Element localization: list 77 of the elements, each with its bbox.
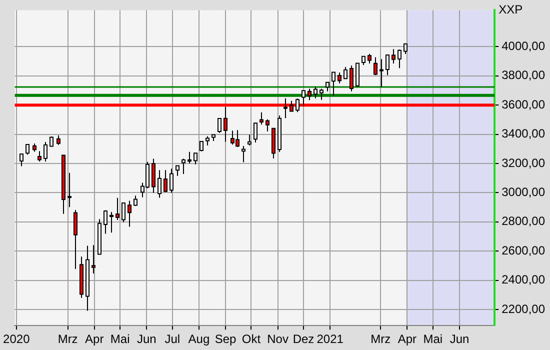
x-tick-label: 2020 [3, 332, 30, 346]
candlestick [218, 118, 222, 134]
y-tick-label: 3200,00 [502, 156, 546, 170]
y-tick-label: 4000,00 [502, 39, 546, 54]
candlestick [128, 200, 132, 228]
x-tick-label: Mai [110, 332, 130, 346]
candlestick [152, 158, 156, 194]
y-axis-title: XXP [498, 2, 523, 16]
candlestick [242, 145, 246, 163]
candlestick [368, 53, 372, 64]
candlestick [308, 88, 312, 101]
candlestick [194, 152, 198, 165]
x-tick-label: Okt [242, 332, 262, 346]
candlestick [134, 195, 138, 206]
candlestick [404, 43, 408, 55]
candlestick [350, 65, 354, 92]
candlestick [296, 98, 300, 113]
candlestick [38, 150, 42, 162]
candlestick [158, 170, 162, 198]
y-tick-label: 3000,00 [502, 185, 546, 200]
y-tick-label: 2200,00 [502, 302, 546, 316]
candlestick [92, 244, 96, 274]
candlestick [380, 58, 384, 88]
x-tick-label: 2021 [316, 332, 344, 346]
candlestick [188, 151, 192, 164]
candlestick [200, 140, 204, 152]
x-tick-label: Dez [292, 332, 314, 346]
candlestick [122, 202, 126, 223]
candlestick [116, 197, 120, 221]
x-tick-label: Jul [164, 332, 180, 346]
candlestick [74, 209, 78, 270]
x-tick-label: Mai [423, 332, 443, 346]
candlestick [326, 82, 330, 92]
candlestick [206, 136, 210, 146]
candlestick [374, 56, 378, 76]
candlestick [50, 136, 54, 148]
x-tick-label: Nov [267, 332, 288, 346]
candlestick [386, 54, 390, 76]
y-tick-label: 3800,00 [502, 68, 546, 82]
candlestick [182, 158, 186, 175]
candlestick [44, 142, 48, 162]
y-tick-label: 2800,00 [502, 214, 546, 228]
x-tick-label: Sep [214, 332, 237, 346]
candlestick [356, 62, 360, 88]
candlestick [176, 165, 180, 176]
candlestick [248, 134, 252, 146]
candlestick [56, 134, 60, 146]
candlestick [104, 210, 108, 234]
x-tick-label: Apr [398, 332, 417, 346]
candlestick [398, 48, 402, 69]
candlestick [170, 168, 174, 194]
candlestick [68, 172, 72, 208]
candlestick [338, 72, 342, 84]
x-tick-label: Jun [450, 332, 470, 346]
candlestick [260, 112, 264, 126]
candlestick [284, 98, 288, 119]
candlestick [254, 122, 258, 143]
candlestick [320, 88, 324, 100]
y-tick-label: 3600,00 [502, 97, 546, 112]
candlestick [164, 170, 168, 193]
x-tick-label: Jun [136, 332, 156, 346]
x-tick-label: Mrz [58, 332, 78, 346]
x-tick-label: Apr [85, 332, 104, 346]
y-tick-label: 3400,00 [502, 126, 546, 141]
y-tick-label: 2400,00 [502, 272, 546, 287]
candlestick [26, 144, 30, 156]
x-tick-label: Aug [188, 332, 210, 346]
candlestick [392, 48, 396, 64]
x-tick-label: Mrz [370, 332, 391, 346]
candlestick [110, 212, 114, 234]
candlestick [344, 66, 348, 80]
y-tick-label: 2600,00 [502, 243, 546, 258]
candlestick [266, 118, 270, 132]
candlestick [20, 153, 24, 167]
candlestick [332, 71, 336, 96]
candlestick [314, 86, 318, 99]
candlestick [302, 90, 306, 106]
